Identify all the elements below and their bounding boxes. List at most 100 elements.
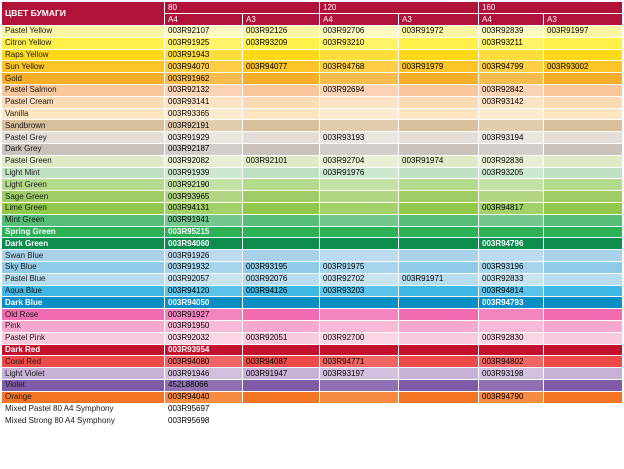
article-code xyxy=(478,119,545,133)
article-code: 003R91976 xyxy=(319,166,399,180)
article-code xyxy=(242,83,320,97)
article-code xyxy=(397,119,480,133)
article-code xyxy=(397,390,480,404)
article-code xyxy=(543,355,624,369)
article-code xyxy=(242,178,320,192)
format-header: A4 xyxy=(164,13,243,26)
article-code: 003R94060 xyxy=(164,237,243,251)
article-code xyxy=(397,355,480,369)
article-code: 452L88066 xyxy=(164,378,243,392)
article-code xyxy=(397,166,480,180)
article-code xyxy=(543,284,624,298)
article-code xyxy=(242,48,320,62)
table-row: Light Mint 003R91939 003R91976 003R93205 xyxy=(1,166,624,180)
table-row: Dark Grey 003R92187 xyxy=(1,142,624,156)
table-row: Mixed Strong 80 A4 Symphony 003R95698 xyxy=(1,414,624,428)
article-code xyxy=(543,119,624,133)
article-code xyxy=(478,414,545,428)
color-name: Dark Blue xyxy=(1,296,165,310)
article-code xyxy=(478,308,545,321)
article-code: 003R94817 xyxy=(478,201,545,215)
article-code xyxy=(319,48,399,62)
color-name: Light Mint xyxy=(1,166,165,180)
article-code: 003R92187 xyxy=(164,142,243,156)
article-code xyxy=(543,142,624,156)
table-row: Light Violet 003R91946 003R91947 003R93197 0… xyxy=(1,367,624,380)
article-code xyxy=(543,95,624,109)
article-code xyxy=(242,319,320,333)
article-code: 003R92702 xyxy=(319,272,399,286)
article-code xyxy=(319,201,399,215)
table-row: Sun Yellow 003R94070 003R94077 003R94768 003… xyxy=(1,60,624,74)
article-code: 003R91947 xyxy=(242,367,320,380)
article-code xyxy=(397,402,480,416)
article-code xyxy=(478,48,545,62)
article-code xyxy=(242,72,320,85)
article-code xyxy=(242,378,320,392)
article-code xyxy=(543,83,624,97)
article-code: 003R93142 xyxy=(478,95,545,109)
article-code: 003R94771 xyxy=(319,355,399,369)
article-code xyxy=(543,201,624,215)
article-code xyxy=(543,131,624,144)
article-code: 003R93002 xyxy=(543,60,624,74)
article-code: 003R92839 xyxy=(478,25,545,38)
format-header: A3 xyxy=(242,13,320,26)
article-code: 003R93209 xyxy=(242,36,320,50)
article-code xyxy=(397,107,480,121)
color-name: Dark Green xyxy=(1,237,165,251)
article-code xyxy=(543,343,624,357)
article-code: 003R93965 xyxy=(164,190,243,203)
article-code: 003R91950 xyxy=(164,319,243,333)
table-row: Dark Green 003R94060 003R94796 xyxy=(1,237,624,251)
article-code xyxy=(242,107,320,121)
color-name: Pastel Pink xyxy=(1,331,165,345)
article-code xyxy=(543,72,624,85)
article-code xyxy=(319,213,399,227)
article-code: 003R93193 xyxy=(319,131,399,144)
color-name: Mixed Pastel 80 A4 Symphony xyxy=(1,402,165,416)
color-name: Vanilla xyxy=(1,107,165,121)
article-code: 003R92830 xyxy=(478,331,545,345)
article-code: 003R93195 xyxy=(242,260,320,274)
article-code xyxy=(543,249,624,262)
color-name: Violet xyxy=(1,378,165,392)
article-code xyxy=(478,142,545,156)
color-name: Sage Green xyxy=(1,190,165,203)
article-code xyxy=(397,308,480,321)
article-code xyxy=(543,378,624,392)
article-code: 003R92842 xyxy=(478,83,545,97)
table-row: Vanilla 003R93365 xyxy=(1,107,624,121)
article-code: 003R91926 xyxy=(164,249,243,262)
article-code xyxy=(543,414,624,428)
article-code xyxy=(319,414,399,428)
article-code xyxy=(397,131,480,144)
table-row: Lime Green 003R94131 003R94817 xyxy=(1,201,624,215)
article-code xyxy=(242,166,320,180)
table-row: Pink 003R91950 xyxy=(1,319,624,333)
article-code: 003R91972 xyxy=(397,25,480,38)
color-name: Light Violet xyxy=(1,367,165,380)
article-code xyxy=(478,225,545,239)
article-code xyxy=(397,201,480,215)
article-code: 003R93196 xyxy=(478,260,545,274)
table-row: Light Green 003R92190 xyxy=(1,178,624,192)
article-code xyxy=(478,319,545,333)
article-code xyxy=(397,343,480,357)
article-code xyxy=(242,190,320,203)
table-row: Aqua Blue 003R94120 003R94126 003R93203 003R… xyxy=(1,284,624,298)
table-row: Orange 003R94040 003R94790 xyxy=(1,390,624,404)
color-name: Aqua Blue xyxy=(1,284,165,298)
article-code xyxy=(397,225,480,239)
article-code xyxy=(478,249,545,262)
article-code: 003R95215 xyxy=(164,225,243,239)
article-code xyxy=(242,225,320,239)
color-name: Pastel Salmon xyxy=(1,83,165,97)
header-row-weights: ЦВЕТ БУМАГИ 80 120 160 xyxy=(1,1,624,26)
article-code xyxy=(397,249,480,262)
article-code xyxy=(319,142,399,156)
article-code: 003R94768 xyxy=(319,60,399,74)
article-code: 003R92190 xyxy=(164,178,243,192)
article-code xyxy=(397,296,480,310)
article-code xyxy=(242,119,320,133)
